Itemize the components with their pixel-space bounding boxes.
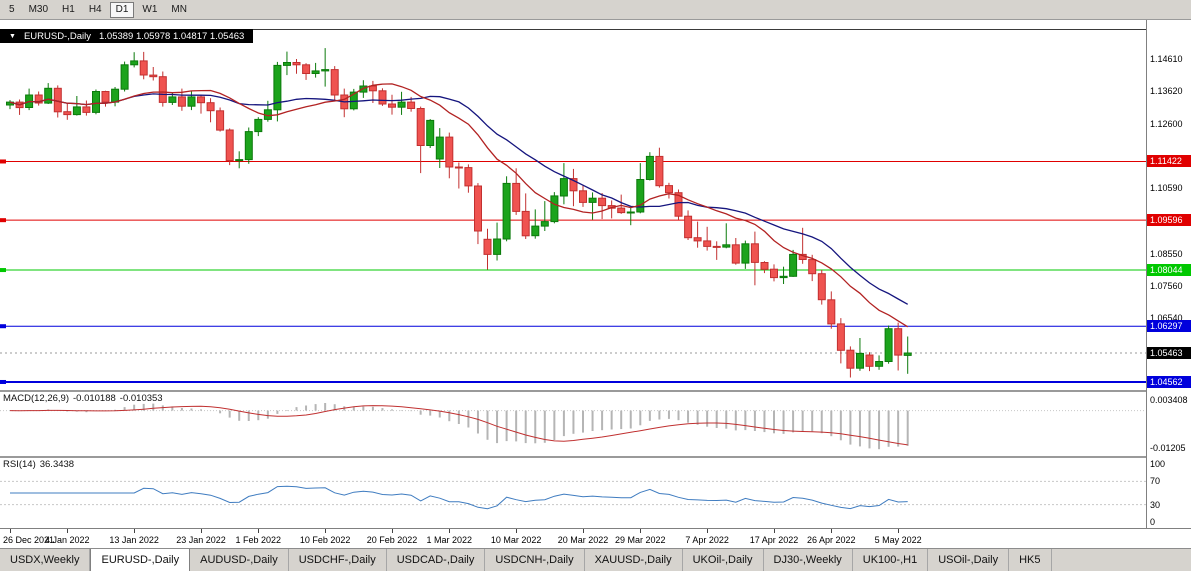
time-tick-label: 4 Jan 2022 xyxy=(45,535,90,545)
horizontal-level-lines xyxy=(0,159,1146,384)
timeframe-toolbar: 5 M30 H1 H4 D1 W1 MN xyxy=(0,0,1191,20)
time-tick-label: 26 Apr 2022 xyxy=(807,535,856,545)
price-scale-label: 1.13620 xyxy=(1150,85,1183,96)
chart-dropdown-icon[interactable]: ▼ xyxy=(9,32,16,40)
main-chart-pane[interactable] xyxy=(0,20,1146,390)
rsi-scale-label: 70 xyxy=(1150,476,1161,487)
timeframe-button-h4[interactable]: H4 xyxy=(88,3,102,15)
timeframe-button-5[interactable]: 5 xyxy=(9,3,15,15)
price-scale-label: 1.12600 xyxy=(1150,118,1183,129)
price-badge-level: 1.09596 xyxy=(1147,214,1191,227)
rsi-label: RSI(14) 36.3438 xyxy=(3,459,75,470)
chart-ohlc-values: 1.05389 1.05978 1.04817 1.05463 xyxy=(98,30,245,42)
time-tick xyxy=(325,529,327,533)
time-tick-label: 20 Mar 2022 xyxy=(557,535,609,545)
macd-scale-max: 0.003408 xyxy=(1150,395,1188,405)
time-tick-label: 26 Dec 2021 xyxy=(3,535,55,545)
time-tick-label: 17 Apr 2022 xyxy=(749,535,799,545)
timeframe-button-d1[interactable]: D1 xyxy=(109,1,135,18)
macd-pane[interactable]: MACD(12,26,9) -0.010188 -0.010353 xyxy=(0,392,1146,456)
chart-tab-audusd-daily[interactable]: AUDUSD-,Daily xyxy=(190,549,289,571)
rsi-scale-label: 0 xyxy=(1150,517,1156,527)
time-tick xyxy=(516,529,518,533)
time-tick xyxy=(831,529,833,533)
time-tick-label: 5 May 2022 xyxy=(874,535,922,545)
chart-tab-usdcad-daily[interactable]: USDCAD-,Daily xyxy=(387,549,486,571)
rsi-canvas xyxy=(0,480,1146,510)
chart-tab-usdchf-daily[interactable]: USDCHF-,Daily xyxy=(289,549,387,571)
chart-tab-xauusd-daily[interactable]: XAUUSD-,Daily xyxy=(585,549,683,571)
time-tick xyxy=(774,529,775,533)
chart-title: ▼ EURUSD-,Daily 1.05389 1.05978 1.04817 … xyxy=(0,29,254,43)
time-tick-label: 23 Jan 2022 xyxy=(176,535,226,545)
chart-symbol-label: EURUSD-,Daily xyxy=(23,30,91,42)
chart-tab-usdcnh-daily[interactable]: USDCNH-,Daily xyxy=(485,549,585,571)
rsi-scale-label: 30 xyxy=(1150,499,1161,510)
candles xyxy=(6,48,912,378)
time-tick-label: 10 Mar 2022 xyxy=(490,535,542,545)
time-tick xyxy=(449,529,451,533)
chart-window: ▼ EURUSD-,Daily 1.05389 1.05978 1.04817 … xyxy=(0,20,1191,548)
macd-scale-min: -0.01205 xyxy=(1150,443,1186,453)
time-tick xyxy=(258,529,260,533)
time-tick-label: 7 Apr 2022 xyxy=(685,535,729,545)
time-tick xyxy=(392,529,393,533)
rsi-line xyxy=(10,485,908,510)
price-badge-current: 1.05463 xyxy=(1147,347,1191,360)
ma-blue-line xyxy=(9,93,909,305)
time-tick xyxy=(640,529,642,533)
pane-divider-macd[interactable] xyxy=(0,390,1191,392)
main-chart-canvas xyxy=(0,48,1146,384)
price-badge-level: 1.04562 xyxy=(1147,375,1191,388)
price-scale-label: 1.08550 xyxy=(1150,248,1183,259)
price-scale-label: 1.14610 xyxy=(1150,54,1183,64)
time-tick-label: 1 Mar 2022 xyxy=(426,535,473,545)
price-badge-level: 1.06297 xyxy=(1147,320,1191,333)
time-tick xyxy=(707,529,709,533)
macd-label: MACD(12,26,9) -0.010188 -0.010353 xyxy=(3,393,163,404)
time-tick-label: 1 Feb 2022 xyxy=(235,535,282,545)
rsi-pane[interactable]: RSI(14) 36.3438 xyxy=(0,458,1146,528)
chart-top-border xyxy=(0,29,1191,30)
rsi-scale-label: 100 xyxy=(1150,459,1166,469)
macd-histogram xyxy=(9,403,909,450)
time-tick-label: 20 Feb 2022 xyxy=(366,535,418,545)
time-tick xyxy=(67,529,69,533)
price-scale-label: 1.07560 xyxy=(1150,280,1183,291)
timeframe-button-m30[interactable]: M30 xyxy=(28,3,49,15)
ma-red-line xyxy=(9,83,909,328)
time-tick xyxy=(201,529,202,533)
price-scale-label: 1.10590 xyxy=(1150,183,1183,194)
chart-tab-usdx-weekly[interactable]: USDX,Weekly xyxy=(0,549,91,571)
chart-tab-uk100-h1[interactable]: UK100-,H1 xyxy=(853,549,929,571)
timeframe-button-h1[interactable]: H1 xyxy=(62,3,75,15)
price-axis[interactable]: 1.14610 1.13620 1.12600 1.10590 1.08550 1.075… xyxy=(1146,20,1191,528)
price-badge-level: 1.11422 xyxy=(1147,155,1191,168)
time-tick xyxy=(10,529,11,533)
chart-tab-dj30-weekly[interactable]: DJ30-,Weekly xyxy=(764,549,853,571)
chart-tab-bar: USDX,Weekly EURUSD-,Daily AUDUSD-,Daily USD… xyxy=(0,548,1191,571)
chart-tab-ukoil-daily[interactable]: UKOil-,Daily xyxy=(683,549,764,571)
time-tick xyxy=(134,529,136,533)
chart-tab-usoil-daily[interactable]: USOil-,Daily xyxy=(928,549,1010,571)
time-tick-label: 10 Feb 2022 xyxy=(299,535,351,545)
time-tick-label: 29 Mar 2022 xyxy=(615,535,666,545)
timeframe-button-w1[interactable]: W1 xyxy=(142,3,158,15)
chart-tab-hk5[interactable]: HK5 xyxy=(1009,549,1052,571)
chart-tab-eurusd-daily[interactable]: EURUSD-,Daily xyxy=(90,549,191,571)
time-tick xyxy=(583,529,584,533)
time-tick xyxy=(898,529,900,533)
price-badge-level: 1.08044 xyxy=(1147,264,1191,277)
macd-signal-line xyxy=(9,405,908,446)
timeframe-button-mn[interactable]: MN xyxy=(171,3,187,15)
time-tick-label: 13 Jan 2022 xyxy=(109,535,159,545)
pane-divider-rsi[interactable] xyxy=(0,456,1191,458)
price-scale-label: 1.06540 xyxy=(1150,313,1183,324)
time-axis[interactable]: 26 Dec 2021 4 Jan 2022 13 Jan 2022 23 Jan 2… xyxy=(0,528,1191,548)
macd-canvas xyxy=(0,403,1146,450)
